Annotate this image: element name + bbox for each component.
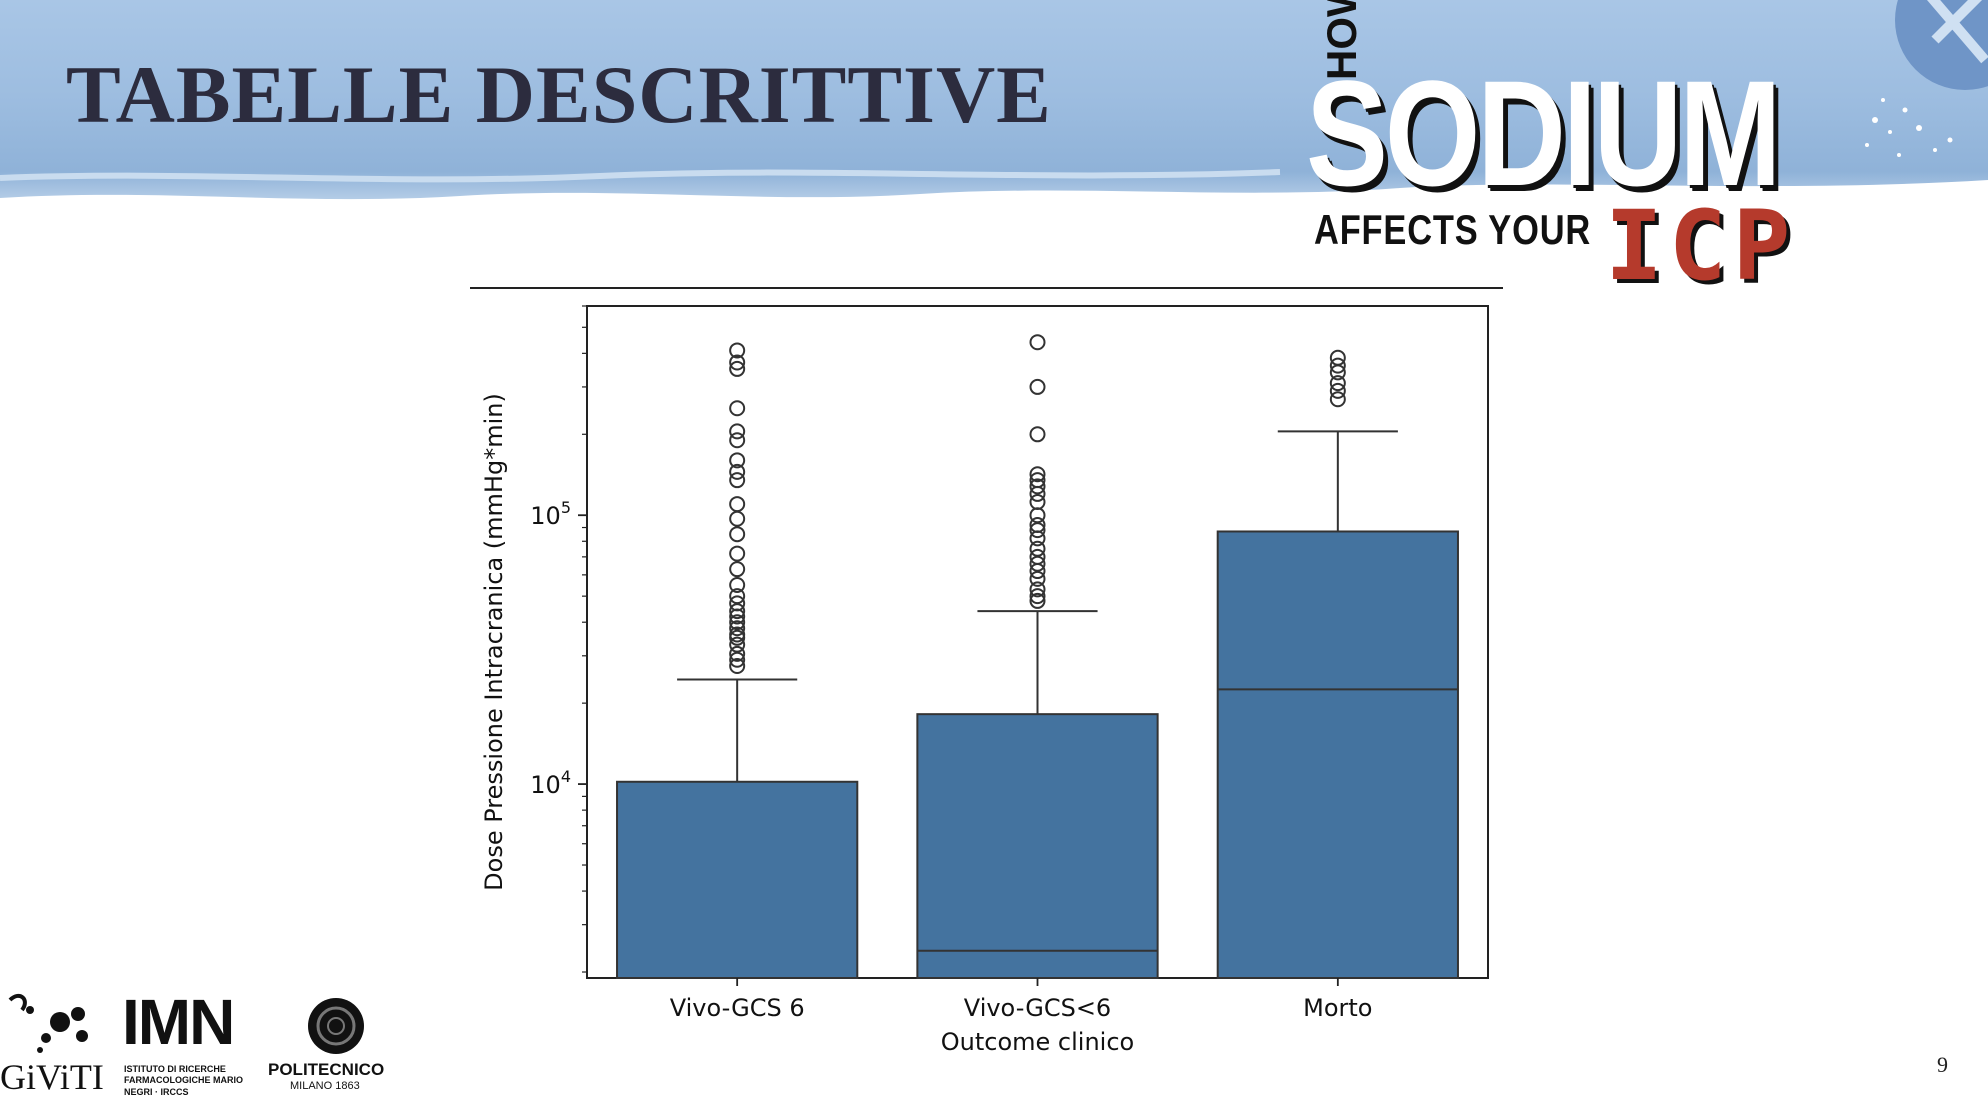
outlier-point (1029, 570, 1046, 587)
x-tick-label: Vivo-GCS<6 (964, 994, 1111, 1022)
sodium-icp-logo: HOW SODIUM AFFECTS YOUR ICP (1290, 0, 1988, 300)
outlier-point (1029, 493, 1046, 510)
outlier-point (1029, 588, 1046, 605)
outlier-point (729, 342, 746, 359)
x-axis: Vivo-GCS 6 Vivo-GCS<6 Morto (670, 978, 1373, 1022)
outlier-point (1029, 426, 1046, 443)
outlier-point (1029, 592, 1046, 609)
outlier-point (729, 510, 746, 527)
politecnico-seal-icon (308, 998, 364, 1054)
outlier-point (1329, 357, 1346, 374)
imn-logo-subtitle: ISTITUTO DI RICERCHE FARMACOLOGICHE MARI… (124, 1064, 243, 1097)
outlier-point (729, 645, 746, 662)
outlier-point (729, 452, 746, 469)
outlier-point (1029, 581, 1046, 598)
boxplot-chart: 104 105 Vivo-GCS 6 Vivo-GCS<6 Morto Dose Pr… (480, 305, 1489, 1056)
outlier-point (729, 626, 746, 643)
giviti-flower-icon (8, 993, 88, 1053)
outlier-point (729, 595, 746, 612)
outlier-point (1029, 378, 1046, 395)
outlier-point (729, 463, 746, 480)
box (916, 713, 1159, 979)
outlier-point (1029, 472, 1046, 489)
x-axis-label: Outcome clinico (941, 1028, 1134, 1056)
slide-title: TABELLE DESCRITTIVE (66, 49, 1052, 140)
outlier-point (1329, 382, 1346, 399)
outlier-point (729, 561, 746, 578)
partner-logos: GiViTI IMN ISTITUTO DI RICERCHE FARMACOL… (0, 986, 420, 1097)
header-banner (0, 0, 1988, 215)
y-tick-label: 105 (530, 498, 571, 530)
outlier-point (729, 354, 746, 371)
y-tick-label: 104 (530, 767, 571, 799)
box (616, 780, 859, 979)
x-tick-label: Vivo-GCS 6 (670, 994, 805, 1022)
outlier-point (729, 651, 746, 668)
logo-icp-text: ICP (1605, 190, 1797, 302)
table-top-rule (470, 287, 1503, 289)
x-tick-label: Morto (1303, 994, 1372, 1022)
outlier-point (729, 636, 746, 653)
boxes-layer (616, 334, 1459, 979)
politecnico-logo-subtitle: MILANO 1863 (290, 1080, 360, 1092)
outlier-point (1329, 349, 1346, 366)
outlier-point (1029, 516, 1046, 533)
outlier-point (729, 423, 746, 440)
imn-logo-text: IMN (122, 986, 235, 1058)
salt-shaker-icon (1865, 0, 1988, 157)
outlier-point (729, 400, 746, 417)
outlier-point (1029, 466, 1046, 483)
politecnico-logo-text: POLITECNICO (268, 1060, 385, 1079)
outlier-point (1029, 548, 1046, 565)
outlier-point (729, 620, 746, 637)
outlier-point (1329, 391, 1346, 408)
page-number: 9 (1937, 1052, 1948, 1077)
y-axis-label: Dose Pressione Intracranica (mmHg*min) (480, 393, 508, 891)
outlier-point (729, 657, 746, 674)
outlier-point (729, 472, 746, 489)
outlier-point (1029, 507, 1046, 524)
giviti-logo-text: GiViTI (0, 1057, 104, 1097)
outlier-point (1029, 540, 1046, 557)
outlier-point (729, 577, 746, 594)
outlier-point (729, 432, 746, 449)
logo-sodium-text: SODIUM (1306, 49, 1782, 217)
outlier-point (1029, 478, 1046, 495)
outlier-point (729, 614, 746, 631)
outlier-point (1329, 375, 1346, 392)
y-axis: 104 105 (530, 305, 587, 973)
outlier-point (729, 526, 746, 543)
banner-wave (0, 169, 1988, 215)
box (1216, 530, 1459, 979)
outlier-point (1029, 530, 1046, 547)
outlier-point (1029, 334, 1046, 351)
logo-affects-text: AFFECTS YOUR (1314, 206, 1592, 253)
outlier-point (729, 545, 746, 562)
outlier-point (729, 360, 746, 377)
outlier-point (729, 496, 746, 513)
outlier-point (729, 588, 746, 605)
